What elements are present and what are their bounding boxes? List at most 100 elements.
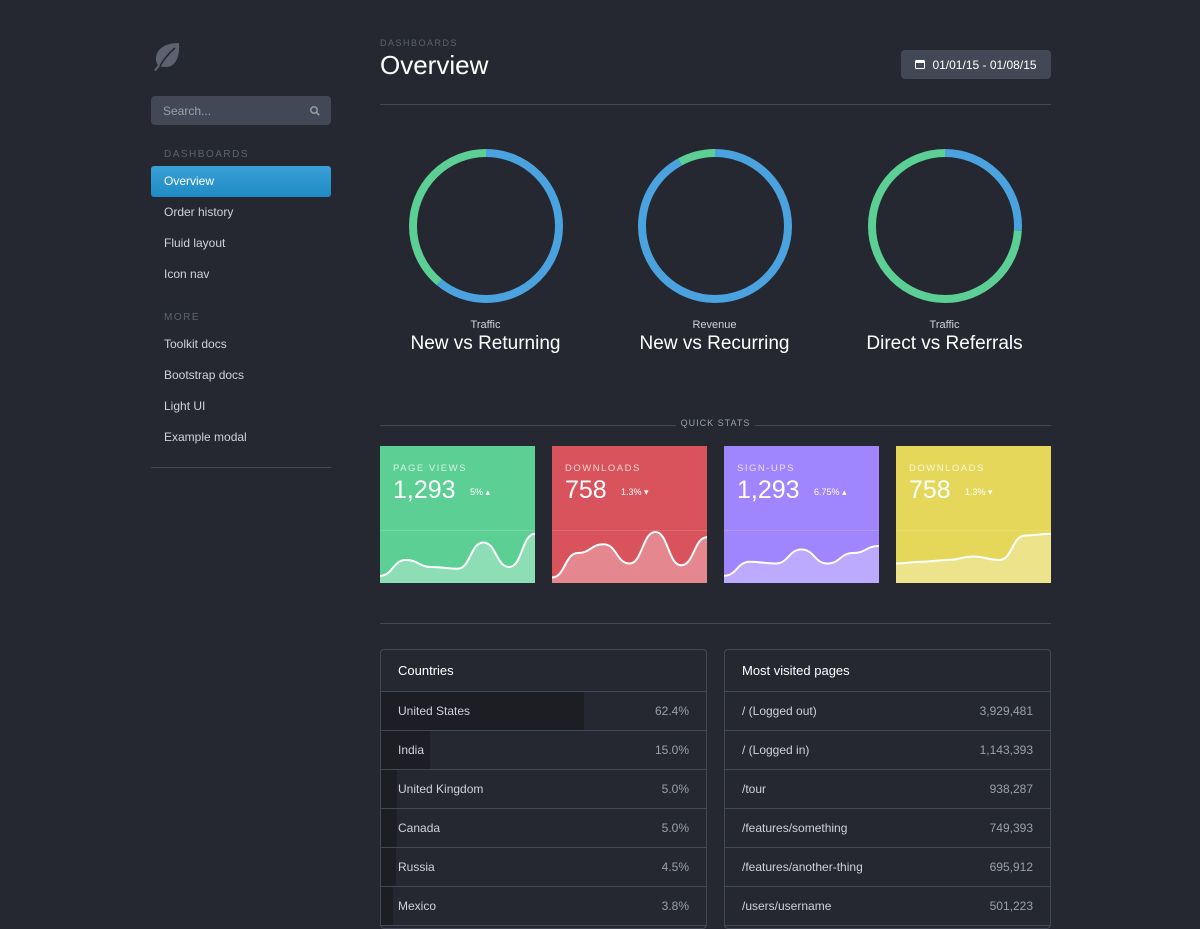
date-range-label: 01/01/15 - 01/08/15 [932,57,1037,72]
row-value: 62.4% [654,704,689,718]
donut-segment-green [867,149,1022,303]
section-divider [380,623,1051,624]
sidebar-item-bootstrap-docs[interactable]: Bootstrap docs [164,368,245,382]
donut-segment-green [408,149,563,303]
stat-card-sign-ups[interactable]: SIGN-UPS 1,293 6.75% ▴ [724,446,879,583]
donut-title: New vs Returning [410,333,561,354]
table-row[interactable]: /features/something 749,393 [725,809,1050,848]
sidebar-item-overview[interactable]: Overview [151,166,331,197]
row-bar [381,887,394,925]
donut-label: Traffic [929,319,960,331]
donut-title: Direct vs Referrals [866,333,1023,354]
row-value: 5.0% [661,821,689,835]
row-label: /features/another-thing [742,860,863,874]
donut-new-vs-returning: Traffic New vs Returning [371,146,600,355]
row-value: 4.5% [661,860,689,874]
row-label: Canada [398,821,441,835]
donut-segment-green [637,149,792,303]
row-bar [381,848,396,886]
row-bar [381,731,430,769]
main-content: DASHBOARDS Overview 01/01/15 - 01/08/15 … [380,38,1051,929]
caret-down-icon: ▾ [988,487,993,497]
sidebar-item-icon-nav[interactable]: Icon nav [164,267,210,281]
row-label: United States [398,704,471,718]
divider [896,530,1051,531]
panel-title: Countries [381,650,706,692]
donut-new-vs-recurring: Revenue New vs Recurring [600,146,829,355]
stat-label: DOWNLOADS [909,463,985,474]
quick-stats-label: QUICK STATS [680,418,751,428]
stat-card-downloads[interactable]: DOWNLOADS 758 1.3% ▾ [552,446,707,583]
leaf-icon[interactable] [151,40,183,72]
row-label: /tour [742,782,767,796]
pages-panel: Most visited pages / (Logged out) 3,929,4… [724,649,1051,929]
table-row[interactable]: United States 62.4% [381,692,706,731]
sidebar-divider [151,467,331,468]
stat-label: SIGN-UPS [737,463,795,474]
date-range-button[interactable]: 01/01/15 - 01/08/15 [901,50,1051,79]
sparkline-area [380,533,535,583]
delta-text: 1.3% [621,487,642,497]
table-row[interactable]: Mexico 3.8% [381,887,706,926]
table-row[interactable]: /features/another-thing 695,912 [725,848,1050,887]
row-value: 1,143,393 [979,743,1033,757]
table-row[interactable]: / (Logged out) 3,929,481 [725,692,1050,731]
donut-title: New vs Recurring [639,333,790,354]
sidebar: DASHBOARDS Overview Order history Fluid … [151,40,331,468]
divider [380,425,676,426]
donut-ring-1 [637,149,792,303]
delta-text: 6.75% [814,487,840,497]
row-label: /users/username [742,899,832,913]
table-row[interactable]: Canada 5.0% [381,809,706,848]
search-input[interactable] [163,103,303,118]
sparkline [724,545,879,583]
sidebar-item-order-history[interactable]: Order history [164,205,234,219]
sparkline-line [380,532,535,577]
row-value: 501,223 [989,899,1033,913]
stat-label: PAGE VIEWS [393,463,467,474]
row-value: 3,929,481 [979,704,1033,718]
stat-value: 1,293 [737,476,800,504]
table-row[interactable]: /users/username 501,223 [725,887,1050,926]
divider [552,530,707,531]
panel-title: Most visited pages [725,650,1050,692]
sparkline [896,532,1051,583]
donut-direct-vs-referrals: Traffic Direct vs Referrals [830,146,1059,355]
sidebar-item-example-modal[interactable]: Example modal [164,430,247,444]
row-label: / (Logged in) [742,743,810,757]
row-label: India [398,743,425,757]
row-bar [381,692,584,730]
stat-card-page-views[interactable]: PAGE VIEWS 1,293 5% ▴ [380,446,535,583]
calendar-icon [915,58,926,72]
caret-up-icon: ▴ [842,487,847,497]
table-row[interactable]: Russia 4.5% [381,848,706,887]
row-value: 749,393 [989,821,1033,835]
stat-delta: 1.3% ▾ [965,487,993,498]
sparkline [552,530,707,583]
pages-list: / (Logged out) 3,929,481 / (Logged in) 1,14… [725,692,1050,926]
nav-header-dashboards: DASHBOARDS [164,149,250,160]
quick-stats: PAGE VIEWS 1,293 5% ▴ DOWNLOADS 758 1.3%… [380,446,1051,583]
sidebar-item-fluid-layout[interactable]: Fluid layout [164,236,226,250]
row-label: /features/something [742,821,848,835]
sparkline-line [552,530,707,579]
quick-stats-header: QUICK STATS [380,418,1051,432]
table-row[interactable]: United Kingdom 5.0% [381,770,706,809]
stat-value: 758 [565,476,607,504]
row-value: 3.8% [661,899,689,913]
stat-card-downloads-2[interactable]: DOWNLOADS 758 1.3% ▾ [896,446,1051,583]
stat-value: 758 [909,476,951,504]
row-label: Mexico [398,899,437,913]
sidebar-item-light-ui[interactable]: Light UI [164,399,206,413]
search-icon[interactable] [309,104,321,116]
sparkline [380,532,535,583]
search-box[interactable] [151,96,331,125]
table-row[interactable]: India 15.0% [381,731,706,770]
stat-delta: 5% ▴ [470,487,490,498]
caret-down-icon: ▾ [644,487,649,497]
table-row[interactable]: /tour 938,287 [725,770,1050,809]
stat-delta: 6.75% ▴ [814,487,847,498]
caret-up-icon: ▴ [485,487,491,497]
table-row[interactable]: / (Logged in) 1,143,393 [725,731,1050,770]
sidebar-item-toolkit-docs[interactable]: Toolkit docs [164,337,227,351]
